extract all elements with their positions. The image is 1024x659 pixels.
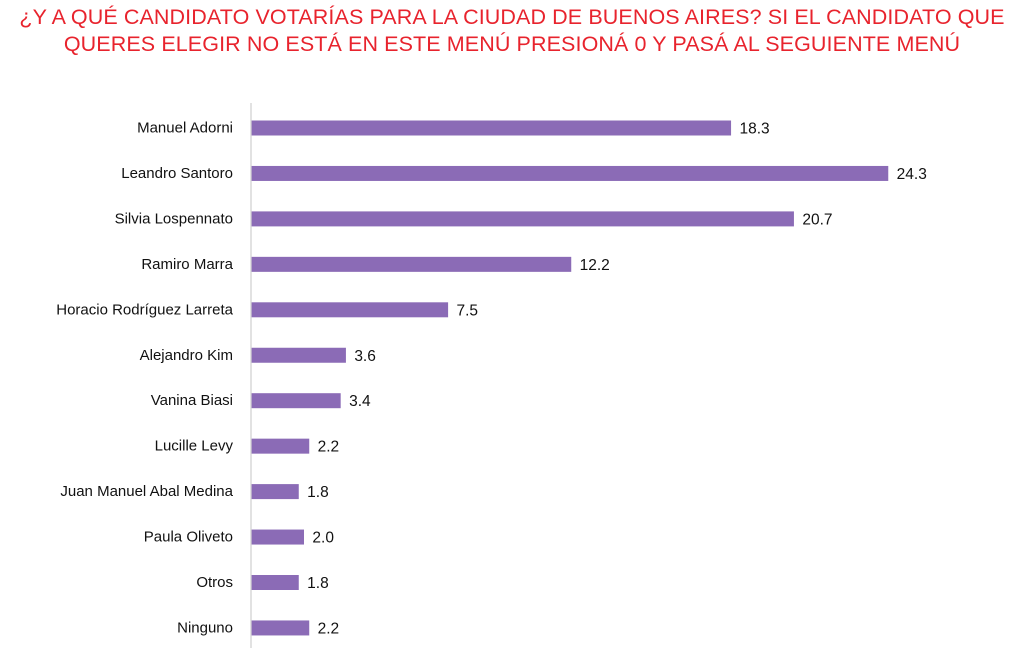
bar-vanina-biasi (251, 393, 341, 409)
category-label-horacio-rodriguez-larreta: Horacio Rodríguez Larreta (56, 301, 233, 318)
category-label-ninguno: Ninguno (177, 619, 233, 636)
value-label-lucille-levy: 2.2 (318, 439, 340, 456)
bar-silvia-lospennato (251, 211, 794, 227)
category-label-leandro-santoro: Leandro Santoro (121, 165, 233, 182)
value-label-ninguno: 2.2 (318, 620, 340, 637)
bar-leandro-santoro (251, 165, 889, 181)
value-label-horacio-rodriguez-larreta: 7.5 (457, 302, 479, 319)
chart-title-line-1: ¿Y A QUÉ CANDIDATO VOTARÍAS PARA LA CIUD… (19, 5, 1005, 29)
value-label-vanina-biasi: 3.4 (349, 393, 371, 410)
category-label-manuel-adorni: Manuel Adorni (137, 120, 233, 137)
value-label-paula-oliveto: 2.0 (312, 530, 334, 547)
value-label-leandro-santoro: 24.3 (897, 166, 927, 183)
category-label-otros: Otros (196, 574, 233, 591)
value-label-silvia-lospennato: 20.7 (802, 211, 832, 228)
bar-ramiro-marra (251, 256, 572, 272)
chart-title: ¿Y A QUÉ CANDIDATO VOTARÍAS PARA LA CIUD… (0, 4, 1024, 58)
category-label-lucille-levy: Lucille Levy (155, 438, 234, 455)
bar-otros (251, 575, 299, 590)
category-label-juan-manuel-abal-medina: Juan Manuel Abal Medina (60, 483, 233, 500)
value-label-manuel-adorni: 18.3 (739, 121, 769, 138)
category-label-paula-oliveto: Paula Oliveto (144, 529, 233, 546)
bar-horacio-rodriguez-larreta (251, 302, 449, 318)
chart-title-line-2: QUERES ELEGIR NO ESTÁ EN ESTE MENÚ PRESI… (63, 32, 961, 56)
bar-manuel-adorni (251, 120, 732, 136)
bars-group: Manuel Adorni 18.3 Leandro Santoro 24.3 Silv… (56, 120, 927, 638)
category-label-vanina-biasi: Vanina Biasi (151, 392, 233, 409)
category-label-ramiro-marra: Ramiro Marra (141, 256, 233, 273)
value-label-otros: 1.8 (307, 575, 329, 592)
bar-juan-manuel-abal-medina (251, 484, 299, 500)
value-label-ramiro-marra: 12.2 (580, 257, 610, 274)
category-label-silvia-lospennato: Silvia Lospennato (115, 210, 233, 227)
value-label-juan-manuel-abal-medina: 1.8 (307, 484, 329, 501)
bar-alejandro-kim (251, 347, 346, 363)
bar-paula-oliveto (251, 529, 304, 545)
category-label-alejandro-kim: Alejandro Kim (140, 347, 233, 364)
bar-ninguno (251, 620, 310, 636)
bar-lucille-levy (251, 438, 310, 454)
value-label-alejandro-kim: 3.6 (354, 348, 376, 365)
